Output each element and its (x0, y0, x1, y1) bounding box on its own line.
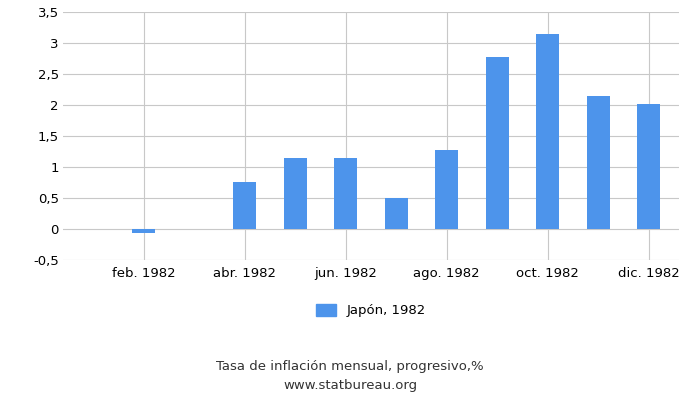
Bar (385, 198, 407, 229)
Bar (587, 96, 610, 229)
Bar (335, 158, 357, 229)
Bar (536, 34, 559, 229)
Bar (637, 104, 660, 229)
Bar (486, 57, 509, 229)
Text: Tasa de inflación mensual, progresivo,%
www.statbureau.org: Tasa de inflación mensual, progresivo,% … (216, 360, 484, 392)
Bar (284, 158, 307, 229)
Bar (233, 182, 256, 229)
Bar (435, 150, 458, 229)
Bar (132, 229, 155, 233)
Legend: Japón, 1982: Japón, 1982 (316, 304, 426, 317)
